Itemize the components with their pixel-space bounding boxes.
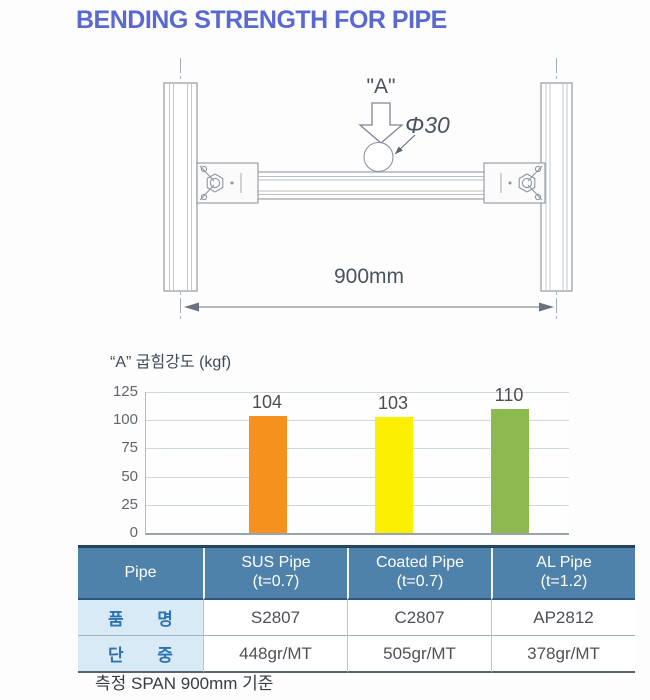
gridline: [146, 448, 569, 450]
left-post: [163, 82, 198, 292]
diameter-leader-arrow: [394, 134, 416, 155]
chart-plot: [145, 392, 569, 535]
gridline: [146, 476, 569, 478]
bar-sus-pipe-t-0-7-: [249, 415, 287, 533]
table-row-label: 품 명: [78, 600, 203, 636]
table-cell: 448gr/MT: [203, 636, 347, 673]
y-tick-label: 0: [129, 524, 138, 541]
y-tick-label: 125: [112, 383, 138, 400]
bar-coated-pipe-t-0-7-: [375, 416, 413, 533]
table-cell: 505gr/MT: [347, 636, 491, 673]
roller-diameter-label: Φ30: [405, 112, 450, 138]
load-point-label: "A": [367, 75, 396, 98]
pipe-table: Pipe SUS Pipe (t=0.7) Coated Pipe (t=0.7) AL …: [78, 545, 635, 673]
table-header-cell: SUS Pipe (t=0.7): [203, 548, 347, 600]
left-bracket: [196, 162, 259, 204]
table-header-cell: Coated Pipe (t=0.7): [347, 548, 491, 600]
bar-value-label: 110: [494, 384, 524, 405]
bar-value-label: 104: [251, 391, 283, 412]
test-setup-diagram: "A" Φ30 900mm: [163, 58, 573, 320]
table-cell: C2807: [347, 600, 491, 636]
footer-note: 측정 SPAN 900mm 기준: [95, 674, 274, 693]
right-bracket: [483, 162, 546, 204]
load-roller: [363, 141, 394, 173]
gridline: [146, 504, 569, 506]
right-post: [540, 82, 573, 292]
span-arrowhead-left: [184, 302, 199, 312]
chart-y-axis: 0 25 50 75 100 125: [94, 383, 138, 541]
table-header-cell: AL Pipe (t=1.2): [491, 548, 635, 600]
span-dimension-label: 900mm: [334, 265, 404, 288]
span-arrowhead-right: [539, 302, 554, 312]
gridline: [146, 392, 569, 393]
y-tick-label: 50: [121, 467, 138, 485]
y-tick-label: 100: [112, 411, 138, 429]
table-header-cell: Pipe: [78, 548, 203, 600]
table-cell: 378gr/MT: [491, 636, 635, 673]
y-tick-label: 25: [121, 495, 138, 513]
bar-al-pipe-t-1-2-: [491, 408, 529, 533]
table-cell: AP2812: [491, 600, 635, 636]
gridline: [146, 420, 569, 422]
table-cell: S2807: [203, 600, 347, 636]
load-arrow-icon: [358, 102, 404, 144]
table-row-label: 단 중: [78, 636, 203, 673]
bar-value-label: 103: [377, 392, 409, 413]
chart-title: “A” 굽힘강도 (kgf): [110, 354, 232, 371]
page-title: BENDING STRENGTH FOR PIPE: [76, 6, 447, 34]
y-tick-label: 75: [121, 439, 138, 457]
